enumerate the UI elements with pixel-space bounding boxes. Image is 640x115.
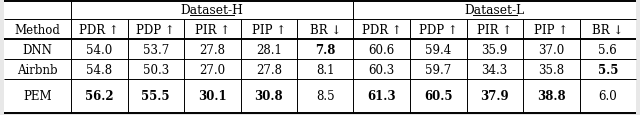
Text: PEM: PEM (23, 90, 52, 103)
Text: 53.7: 53.7 (143, 43, 169, 56)
Text: 35.9: 35.9 (482, 43, 508, 56)
Text: 8.5: 8.5 (316, 90, 335, 103)
Text: BR ↓: BR ↓ (592, 23, 623, 36)
Text: 54.8: 54.8 (86, 63, 112, 76)
Text: 34.3: 34.3 (482, 63, 508, 76)
Text: Dataset-L: Dataset-L (465, 4, 525, 17)
Text: 28.1: 28.1 (256, 43, 282, 56)
Text: 38.8: 38.8 (537, 90, 566, 103)
Text: PDR ↑: PDR ↑ (362, 23, 402, 36)
Text: 30.8: 30.8 (255, 90, 283, 103)
Text: Airbnb: Airbnb (17, 63, 58, 76)
Text: Dataset-H: Dataset-H (180, 4, 243, 17)
Text: DNN: DNN (22, 43, 52, 56)
Text: 6.0: 6.0 (598, 90, 617, 103)
Text: 5.5: 5.5 (598, 63, 618, 76)
Text: PIP ↑: PIP ↑ (534, 23, 568, 36)
Text: 54.0: 54.0 (86, 43, 113, 56)
Text: 35.8: 35.8 (538, 63, 564, 76)
Text: 27.8: 27.8 (199, 43, 225, 56)
Text: 50.3: 50.3 (143, 63, 169, 76)
Text: PIR ↑: PIR ↑ (477, 23, 512, 36)
Text: 7.8: 7.8 (315, 43, 335, 56)
Text: 55.5: 55.5 (141, 90, 170, 103)
Text: 60.3: 60.3 (369, 63, 395, 76)
Text: 27.0: 27.0 (199, 63, 225, 76)
Text: 56.2: 56.2 (85, 90, 113, 103)
Text: 27.8: 27.8 (256, 63, 282, 76)
Text: 8.1: 8.1 (316, 63, 335, 76)
Text: 60.6: 60.6 (369, 43, 395, 56)
Text: 30.1: 30.1 (198, 90, 227, 103)
Text: PDP ↑: PDP ↑ (419, 23, 458, 36)
Text: 37.9: 37.9 (481, 90, 509, 103)
Text: 60.5: 60.5 (424, 90, 452, 103)
Text: PIR ↑: PIR ↑ (195, 23, 230, 36)
Text: PDP ↑: PDP ↑ (136, 23, 175, 36)
Text: 5.6: 5.6 (598, 43, 617, 56)
Text: 61.3: 61.3 (367, 90, 396, 103)
Text: PIP ↑: PIP ↑ (252, 23, 286, 36)
Text: 59.4: 59.4 (425, 43, 451, 56)
Text: 37.0: 37.0 (538, 43, 564, 56)
Text: Method: Method (15, 23, 60, 36)
Text: PDR ↑: PDR ↑ (79, 23, 119, 36)
Text: 59.7: 59.7 (425, 63, 451, 76)
Text: BR ↓: BR ↓ (310, 23, 341, 36)
